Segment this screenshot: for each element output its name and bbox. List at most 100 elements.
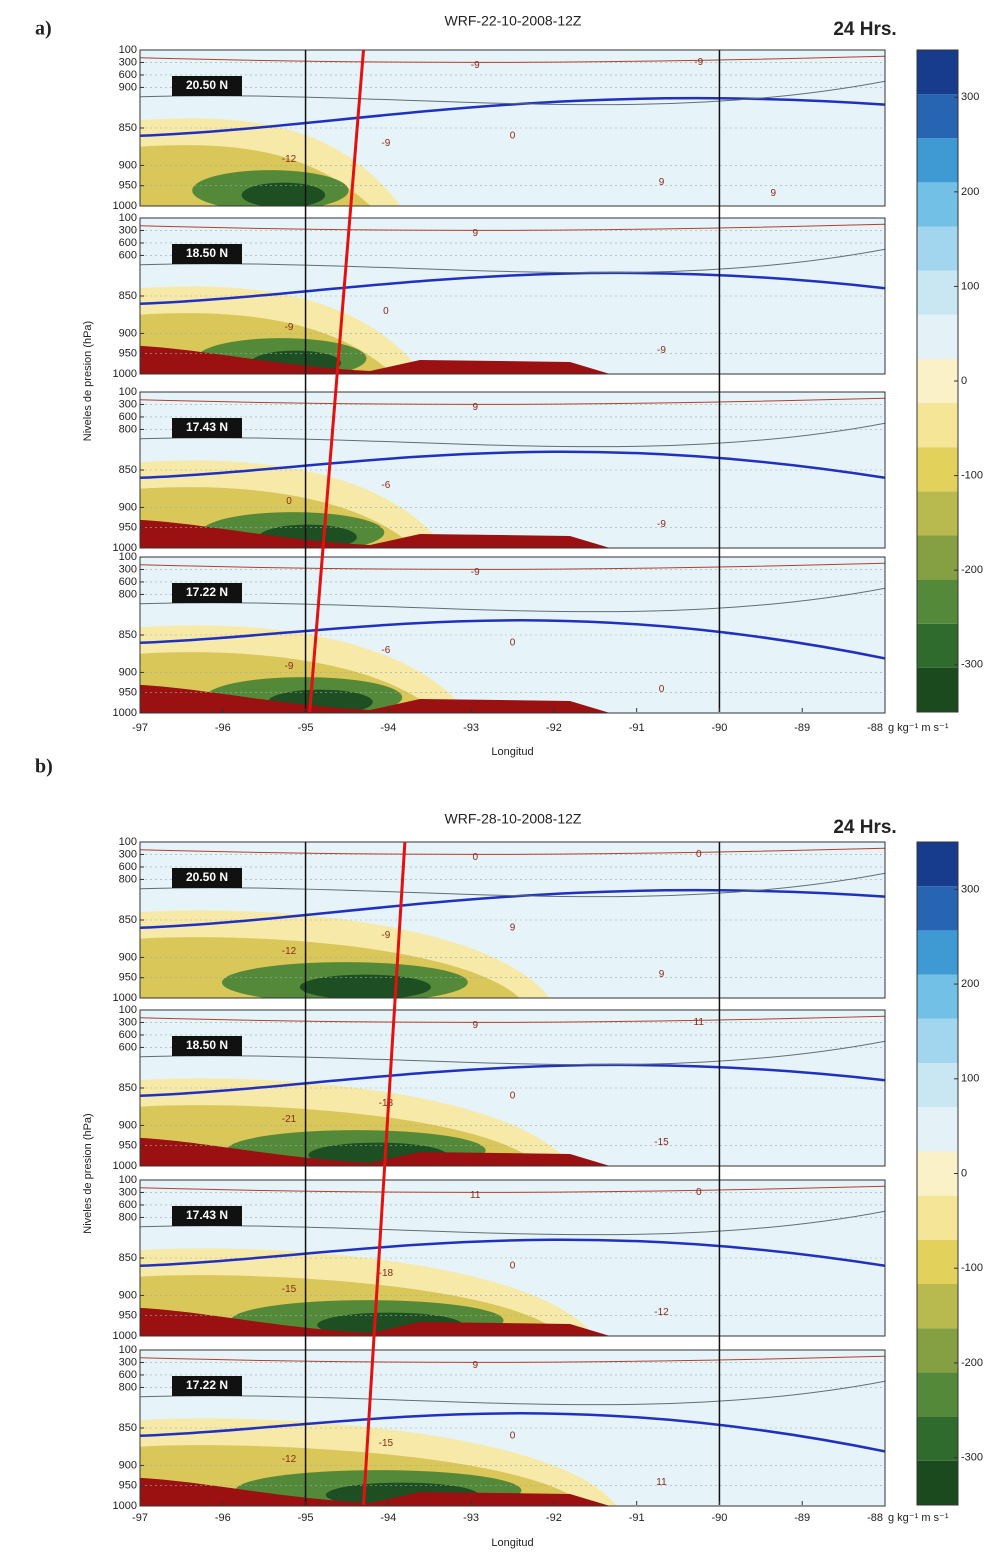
colorbar-band	[917, 270, 958, 315]
y-tick-label: 850	[119, 914, 137, 926]
y-tick-label: 600	[119, 861, 137, 873]
y-tick-label: 600	[119, 249, 137, 261]
y-tick-label: 1000	[113, 992, 137, 1004]
colorbar-band	[917, 623, 958, 668]
contour-label: 0	[696, 1187, 702, 1198]
y-tick-label: 1000	[113, 1160, 137, 1172]
contour-label: 0	[510, 1430, 516, 1441]
terrain	[140, 519, 610, 548]
y-tick-label: 850	[119, 1082, 137, 1094]
x-tick-label: -92	[546, 722, 562, 734]
latitude-box	[172, 1376, 242, 1396]
latitude-label: 17.22 N	[186, 585, 228, 599]
colorbar-unit: g kg⁻¹ m s⁻¹	[888, 1512, 949, 1524]
zero-contour	[140, 96, 885, 138]
y-tick-label: 100	[119, 836, 137, 848]
latitude-label: 17.22 N	[186, 1378, 228, 1392]
x-tick-label: -91	[629, 1512, 645, 1524]
contour	[140, 55, 885, 63]
y-tick-label: 900	[119, 951, 137, 963]
y-tick-label: 900	[119, 1289, 137, 1301]
colorbar-band	[917, 226, 958, 271]
field	[140, 1350, 885, 1506]
y-tick-label: 600	[119, 1041, 137, 1053]
field	[140, 557, 885, 713]
colorbar-band	[917, 138, 958, 183]
colorbar-band	[917, 182, 958, 227]
y-tick-label: 100	[119, 551, 137, 563]
y-tick-label: 950	[119, 972, 137, 984]
zero-contour	[140, 888, 885, 930]
y-tick-label: 300	[119, 563, 137, 575]
contour-label: -15	[654, 1137, 669, 1148]
zero-contour	[140, 1063, 885, 1098]
field	[140, 842, 885, 998]
colorbar-band	[917, 1284, 958, 1329]
latitude-box	[172, 868, 242, 888]
y-tick-label: 300	[119, 1016, 137, 1028]
colorbar-tick-label: -100	[961, 1262, 983, 1274]
y-tick-label: 600	[119, 411, 137, 423]
colorbar-band	[917, 94, 958, 139]
colorbar-band	[917, 1107, 958, 1152]
contour	[140, 1185, 885, 1193]
y-tick-label: 950	[119, 180, 137, 192]
terrain	[140, 1307, 610, 1336]
latitude-label: 17.43 N	[186, 1208, 228, 1222]
x-tick-label: -94	[380, 1512, 396, 1524]
y-tick-label: 100	[119, 212, 137, 224]
colorbar-tick-label: 0	[961, 375, 967, 387]
contour-label: 0	[472, 852, 478, 863]
chart-title: WRF-28-10-2008-12Z	[445, 811, 582, 827]
zero-contour	[140, 1412, 885, 1453]
y-tick-label: 300	[119, 1186, 137, 1198]
y-tick-label: 900	[119, 81, 137, 93]
terrain	[140, 684, 610, 713]
colorbar-tick-label: 200	[961, 186, 979, 198]
moist-core	[241, 182, 326, 206]
x-tick-label: -91	[629, 722, 645, 734]
y-tick-label: 900	[119, 1459, 137, 1471]
latitude-box	[172, 1036, 242, 1056]
colorbar-tick-label: 0	[961, 1167, 967, 1179]
contour	[140, 1380, 885, 1406]
y-tick-label: 100	[119, 1174, 137, 1186]
y-tick-label: 950	[119, 522, 137, 534]
latitude-box	[172, 76, 242, 96]
y-tick-label: 1000	[113, 707, 137, 719]
contour-label: -12	[282, 946, 297, 957]
contour	[140, 397, 885, 405]
colorbar-tick-label: -200	[961, 1357, 983, 1369]
subplot: -12-99-90-99100300600900850900950100020.…	[113, 44, 886, 212]
contour	[140, 562, 885, 570]
colorbar-band	[917, 1151, 958, 1196]
contour	[140, 872, 885, 898]
contour-label: -12	[282, 1454, 297, 1465]
y-tick-label: 100	[119, 386, 137, 398]
x-tick-label: -89	[794, 1512, 810, 1524]
contour-label: -9	[381, 930, 390, 941]
contour-label: 11	[656, 1477, 667, 1488]
x-tick-label: -96	[215, 722, 231, 734]
y-tick-label: 300	[119, 398, 137, 410]
latitude-box	[172, 418, 242, 438]
x-tick-label: -92	[546, 1512, 562, 1524]
y-tick-label: 850	[119, 464, 137, 476]
y-tick-label: 900	[119, 159, 137, 171]
colorbar-unit: g kg⁻¹ m s⁻¹	[888, 722, 949, 734]
contour-label: 0	[510, 1260, 516, 1271]
colorbar-band	[917, 314, 958, 359]
contour-label: -9	[471, 567, 480, 578]
colorbar-band	[917, 974, 958, 1019]
x-axis-label: Longitud	[491, 1537, 533, 1549]
contour-label: 9	[472, 402, 478, 413]
y-tick-label: 100	[119, 44, 137, 56]
x-tick-label: -95	[298, 722, 314, 734]
x-tick-label: -94	[380, 722, 396, 734]
y-tick-label: 850	[119, 122, 137, 134]
y-tick-label: 300	[119, 848, 137, 860]
contour-label: 0	[510, 130, 516, 141]
y-tick-label: 950	[119, 1310, 137, 1322]
y-tick-label: 600	[119, 576, 137, 588]
